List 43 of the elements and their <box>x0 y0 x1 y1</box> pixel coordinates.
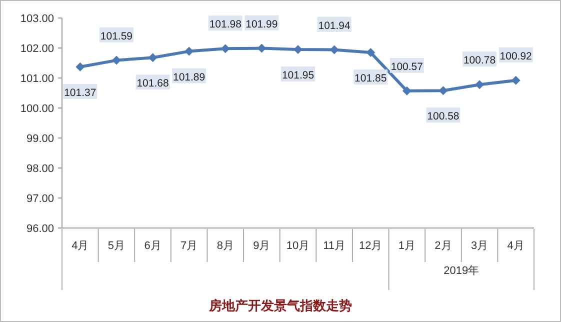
y-tick-label: 99.00 <box>26 133 54 145</box>
data-label: 101.89 <box>173 71 206 84</box>
x-tick-label: 2月 <box>434 240 452 252</box>
data-label: 101.37 <box>64 86 96 99</box>
y-tick-label: 96.00 <box>26 223 54 235</box>
point <box>366 48 376 57</box>
y-tick-label: 103.00 <box>20 13 54 25</box>
data-label: 100.58 <box>427 110 460 123</box>
x-tick-label: 5月 <box>108 240 126 252</box>
data-label: 101.99 <box>246 18 278 30</box>
x-tick-label: 12月 <box>358 240 382 252</box>
data-label: 101.95 <box>282 70 314 82</box>
x-tick-label: 1月 <box>398 240 416 252</box>
point <box>402 86 412 96</box>
data-label: 100.78 <box>463 54 496 67</box>
data-label: 101.59 <box>100 30 133 42</box>
data-label: 100.57 <box>390 60 424 73</box>
point <box>112 56 121 65</box>
x-tick-label: 7月 <box>180 240 198 252</box>
y-tick-label: 101.00 <box>20 73 54 85</box>
point <box>511 76 520 85</box>
point <box>475 80 484 90</box>
data-label: 101.98 <box>209 18 242 31</box>
text: 2019年 <box>444 265 480 277</box>
y-tick-label: 97.00 <box>26 193 54 205</box>
x-tick-label: 11月 <box>323 240 346 252</box>
point <box>294 45 302 54</box>
x-tick-label: 3月 <box>470 240 488 252</box>
y-tick-label: 98.00 <box>26 163 54 175</box>
y-tick-label: 100.00 <box>20 103 54 115</box>
x-tick-label: 8月 <box>216 240 234 252</box>
x-tick-label: 4月 <box>507 240 524 252</box>
x-tick-label: 6月 <box>144 240 162 252</box>
text: 房地产开发景气指数走势 <box>208 298 352 313</box>
x-tick-label: 4月 <box>72 240 89 252</box>
point <box>76 62 85 72</box>
y-tick-label: 102.00 <box>20 43 54 55</box>
x-tick-label: 9月 <box>253 240 270 252</box>
data-label: 100.92 <box>500 50 532 62</box>
data-label: 101.68 <box>136 78 169 90</box>
data-label: 101.94 <box>318 20 351 32</box>
data-label: 101.85 <box>354 72 387 84</box>
x-tick-label: 10月 <box>286 240 310 252</box>
